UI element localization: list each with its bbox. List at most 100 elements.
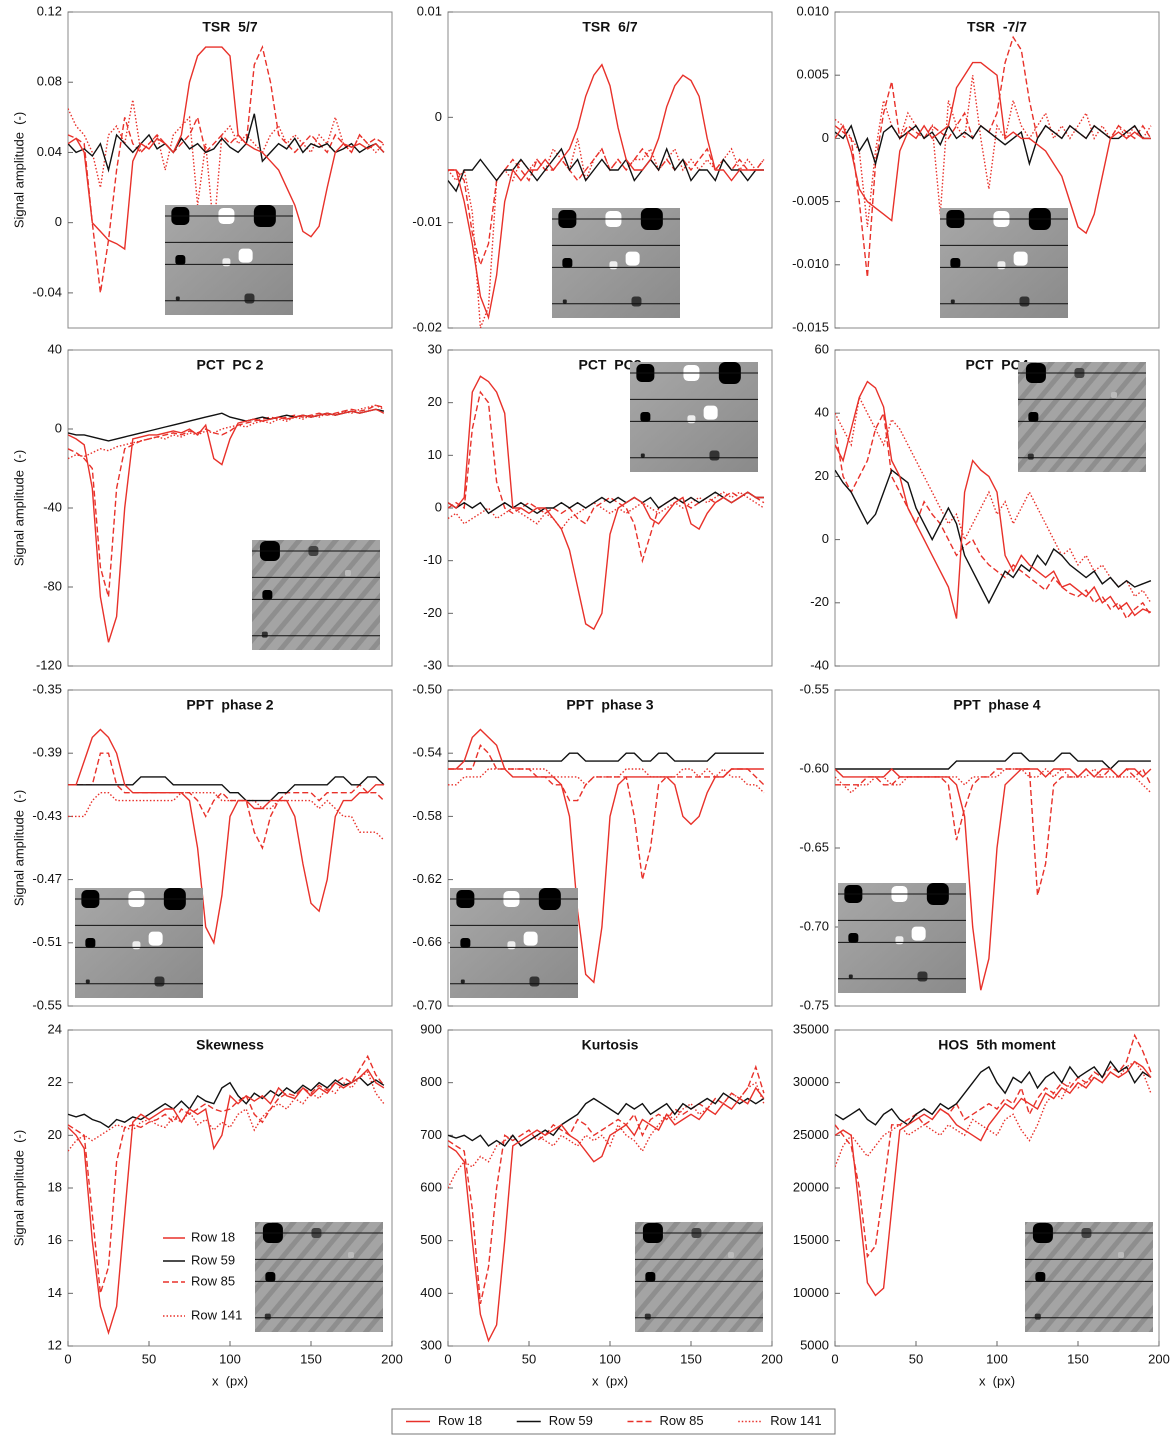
inset-blob (895, 936, 904, 945)
series-line (68, 752, 385, 850)
y-tick-label: 0.04 (37, 144, 62, 159)
y-axis-label: Signal amplitude (-) (11, 450, 26, 566)
series-line (68, 1076, 385, 1129)
inset-image (635, 1222, 763, 1332)
series-line (68, 728, 384, 945)
series-line (68, 776, 385, 802)
chart-title: Skewness (196, 1037, 264, 1053)
y-tick-label: -0.43 (32, 808, 62, 823)
y-tick-label: 0 (435, 109, 442, 124)
chart-title: PCT PC 2 (197, 357, 264, 373)
x-tick-label: 50 (909, 1351, 923, 1366)
y-tick-label: -40 (43, 499, 62, 514)
inset-blob (1111, 392, 1117, 398)
series-line (448, 1064, 765, 1305)
y-tick-label: 40 (815, 405, 829, 420)
series-line (68, 408, 385, 643)
y-tick-label: -80 (43, 578, 62, 593)
y-tick-label: -0.62 (412, 871, 442, 886)
chart-title: TSR 6/7 (582, 19, 637, 35)
series-line (68, 46, 385, 251)
series-line (835, 35, 1152, 278)
series-line (68, 99, 385, 232)
y-tick-label: -20 (810, 594, 829, 609)
y-tick-label: -0.015 (792, 319, 829, 334)
inset-blob (238, 248, 253, 263)
plot-frame (834, 349, 1160, 667)
x-tick-label: 0 (444, 1351, 451, 1366)
series-line (68, 1054, 385, 1294)
x-tick-label: 0 (831, 1351, 838, 1366)
inset-image (1025, 1222, 1153, 1332)
x-tick-label: 100 (986, 1351, 1008, 1366)
y-tick-label: 5000 (800, 1337, 829, 1352)
inset-blob (175, 296, 180, 301)
y-tick-label: 0 (822, 531, 829, 546)
y-tick-label: 0.12 (37, 3, 62, 18)
x-axis-label: x (px) (212, 1373, 248, 1388)
series-line (68, 404, 385, 598)
plot-frame (67, 11, 393, 329)
series-line (448, 146, 764, 193)
y-tick-label: 20 (48, 1127, 62, 1142)
inset-blob (687, 415, 696, 424)
y-tick-label: -0.54 (412, 745, 442, 760)
y-tick-label: 40 (48, 341, 62, 356)
y-tick-label: -0.65 (799, 839, 829, 854)
inset-image (1018, 362, 1146, 472)
y-tick-label: 10000 (793, 1285, 829, 1300)
y-tick-label: -0.66 (412, 934, 442, 949)
y-tick-label: 300 (420, 1337, 442, 1352)
y-tick-label: 25000 (793, 1127, 829, 1142)
inset-blob (640, 453, 645, 458)
y-tick-label: 0.08 (37, 74, 62, 89)
series-line (835, 380, 1152, 619)
y-tick-label: 0.005 (796, 67, 829, 82)
inset-blob (1034, 1313, 1041, 1320)
y-tick-label: -0.01 (412, 214, 442, 229)
inset-blob (345, 570, 351, 576)
inset-image (838, 883, 966, 993)
y-tick-label: 0 (55, 214, 62, 229)
series-line (448, 63, 764, 321)
inset-blob (709, 450, 720, 461)
inset-blob (154, 976, 165, 987)
y-tick-label: 400 (420, 1285, 442, 1300)
y-tick-label: 500 (420, 1232, 442, 1247)
legend-label: Row 18 (438, 1413, 482, 1428)
series-line (835, 1060, 1152, 1126)
y-tick-label: -0.51 (32, 934, 62, 949)
inset-image (165, 205, 293, 315)
inset-blob (645, 1272, 656, 1282)
legend-label: Row 141 (191, 1307, 242, 1322)
y-tick-label: 10 (428, 447, 442, 462)
y-tick-label: -0.47 (32, 871, 62, 886)
series-line (835, 1060, 1152, 1168)
y-tick-label: 60 (815, 341, 829, 356)
inset-blob (264, 1313, 271, 1320)
chart-title: HOS 5th moment (938, 1037, 1056, 1053)
y-axis-label: Signal amplitude (-) (11, 790, 26, 906)
y-tick-label: 800 (420, 1074, 442, 1089)
chart-title: PCT PC3 (578, 357, 641, 373)
series-line (68, 1071, 385, 1152)
inset-blob (265, 1272, 276, 1282)
series-line (835, 768, 1152, 794)
series-line (835, 768, 1152, 991)
plot-frame (834, 11, 1160, 329)
y-tick-label: 20 (815, 468, 829, 483)
inset-blob (460, 938, 471, 948)
inset-image (255, 1222, 383, 1332)
y-tick-label: -0.04 (32, 284, 62, 299)
legend-label: Row 141 (770, 1413, 821, 1428)
inset-blob (175, 255, 186, 265)
y-tick-label: -0.55 (32, 997, 62, 1012)
series-line (448, 1086, 765, 1343)
y-tick-label: 18 (48, 1179, 62, 1194)
y-tick-label: -0.58 (412, 808, 442, 823)
y-tick-label: 14 (48, 1285, 62, 1300)
y-tick-label: 900 (420, 1021, 442, 1036)
inset-blob (631, 296, 642, 307)
y-tick-label: 600 (420, 1179, 442, 1194)
y-tick-label: 700 (420, 1127, 442, 1142)
